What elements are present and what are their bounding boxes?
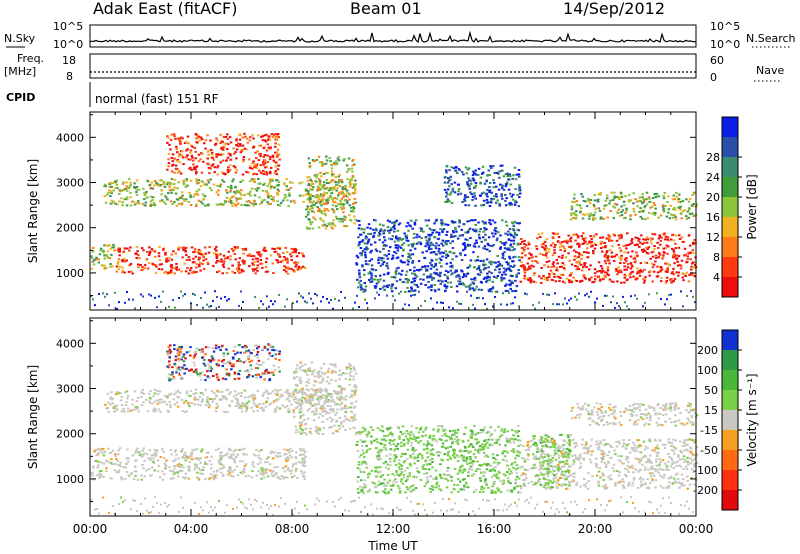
power-colorbar-swatch <box>722 157 738 178</box>
velocity-colorbar-swatch <box>722 470 738 491</box>
power-colorbar-swatch <box>722 137 738 158</box>
nsearch-label: N.Search <box>746 32 796 45</box>
velocity-ytick-label: 1000 <box>56 473 84 486</box>
velocity-colorbar-frame <box>721 329 739 511</box>
velocity-cells <box>90 343 699 516</box>
cpid-label: CPID <box>6 91 35 104</box>
nsky-line <box>89 30 697 44</box>
velocity-xlabel: Time UT <box>367 539 418 553</box>
power-colorbar-tick-label: 12 <box>706 231 720 244</box>
nsearch-tick-top: 10^5 <box>710 20 740 33</box>
power-colorbar-label: Power [dB] <box>745 174 759 239</box>
power-ytick-label: 1000 <box>56 267 84 280</box>
freq-label: Freq. <box>17 52 44 65</box>
velocity-xtick-label: 16:00 <box>477 522 512 536</box>
freq-unit-label: [MHz] <box>4 65 36 78</box>
freq-tick-top: 18 <box>62 54 76 67</box>
velocity-ytick-label: 4000 <box>56 337 84 350</box>
velocity-colorbar-tick-label: 100 <box>697 364 718 377</box>
power-cells <box>90 132 698 310</box>
nsky-tick-top: 10^5 <box>53 20 83 33</box>
freq-panel: Freq. [MHz] 18 8 Nave 60 0 <box>4 52 784 84</box>
power-colorbar-swatch <box>722 117 738 138</box>
velocity-colorbar-tick-label: 50 <box>704 384 718 397</box>
velocity-xtick-label: 04:00 <box>174 522 209 536</box>
velocity-colorbar-tick-label: -100 <box>693 464 718 477</box>
power-colorbar-swatch <box>722 237 738 258</box>
nsky-trace <box>89 30 697 44</box>
velocity-colorbar-swatch <box>722 410 738 431</box>
velocity-colorbar-tick-label: -50 <box>700 444 718 457</box>
power-colorbar: 4 8 12 16 20 24 28 Power [dB] <box>706 116 759 298</box>
power-colorbar-frame <box>721 116 739 298</box>
nsky-panel: N.Sky 10^5 10^0 N.Search 10^5 10^0 <box>4 20 796 51</box>
velocity-colorbar: 200 100 50 15 -15 -50 -100 -200 Velocity [m s⁻¹] <box>693 329 759 511</box>
power-colorbar-tick-label: 16 <box>706 211 720 224</box>
power-panel: 1000 2000 3000 4000 Slant Range [km] 4 8 12 16 20… <box>26 111 759 311</box>
power-colorbar-swatch <box>722 257 738 278</box>
velocity-colorbar-tick-label: 15 <box>704 404 718 417</box>
velocity-colorbar-swatch <box>722 350 738 371</box>
velocity-ytick-label: 2000 <box>56 428 84 441</box>
power-ytick-label: 2000 <box>56 222 84 235</box>
power-colorbar-tick-label: 24 <box>706 171 720 184</box>
beam-title: Beam 01 <box>350 0 422 18</box>
velocity-colorbar-tick-label: -15 <box>700 424 718 437</box>
velocity-colorbar-label: Velocity [m s⁻¹] <box>745 373 759 466</box>
nsky-tick-bottom: 10^0 <box>53 38 83 51</box>
velocity-xtick-label: 12:00 <box>376 522 411 536</box>
velocity-colorbar-tick-label: 200 <box>697 344 718 357</box>
velocity-colorbar-tick-label: -200 <box>693 484 718 497</box>
nave-label: Nave <box>756 64 784 77</box>
power-colorbar-tick-label: 8 <box>713 251 720 264</box>
power-colorbar-swatch <box>722 217 738 238</box>
cpid-value: normal (fast) 151 RF <box>95 92 219 106</box>
power-ylabel: Slant Range [km] <box>26 159 40 263</box>
power-colorbar-swatch <box>722 177 738 198</box>
power-colorbar-tick-label: 20 <box>706 191 720 204</box>
velocity-ylabel: Slant Range [km] <box>26 365 40 469</box>
date-title: 14/Sep/2012 <box>563 0 665 18</box>
velocity-xtick-label: 20:00 <box>578 522 613 536</box>
velocity-panel: 1000 2000 3000 4000 Slant Range [km] 00:00 04:… <box>26 317 759 553</box>
velocity-xtick-label: 00:00 <box>679 522 714 536</box>
power-colorbar-tick-label: 28 <box>706 151 720 164</box>
power-colorbar-tick-label: 4 <box>713 271 720 284</box>
velocity-colorbar-swatch <box>722 430 738 451</box>
heatmap-panels: 1000 2000 3000 4000 Slant Range [km] 4 8 12 16 20… <box>26 111 759 553</box>
power-colorbar-swatch <box>722 277 738 298</box>
power-colorbar-swatch <box>722 197 738 218</box>
velocity-xtick-label: 08:00 <box>275 522 310 536</box>
freq-tick-bottom: 8 <box>66 70 73 83</box>
cpid-panel: CPID normal (fast) 151 RF <box>6 82 219 107</box>
station-title: Adak East (fitACF) <box>93 0 237 18</box>
velocity-colorbar-swatch <box>722 390 738 411</box>
velocity-xtick-label: 00:00 <box>73 522 108 536</box>
power-ytick-label: 4000 <box>56 131 84 144</box>
velocity-colorbar-swatch <box>722 370 738 391</box>
nave-tick-bottom: 0 <box>710 71 717 84</box>
velocity-colorbar-swatch <box>722 330 738 351</box>
velocity-colorbar-swatch <box>722 490 738 511</box>
power-ytick-label: 3000 <box>56 177 84 190</box>
nave-tick-top: 60 <box>710 54 724 67</box>
nsearch-tick-bottom: 10^0 <box>710 38 740 51</box>
nsky-label: N.Sky <box>4 32 36 45</box>
velocity-colorbar-swatch <box>722 450 738 471</box>
velocity-ytick-label: 3000 <box>56 383 84 396</box>
